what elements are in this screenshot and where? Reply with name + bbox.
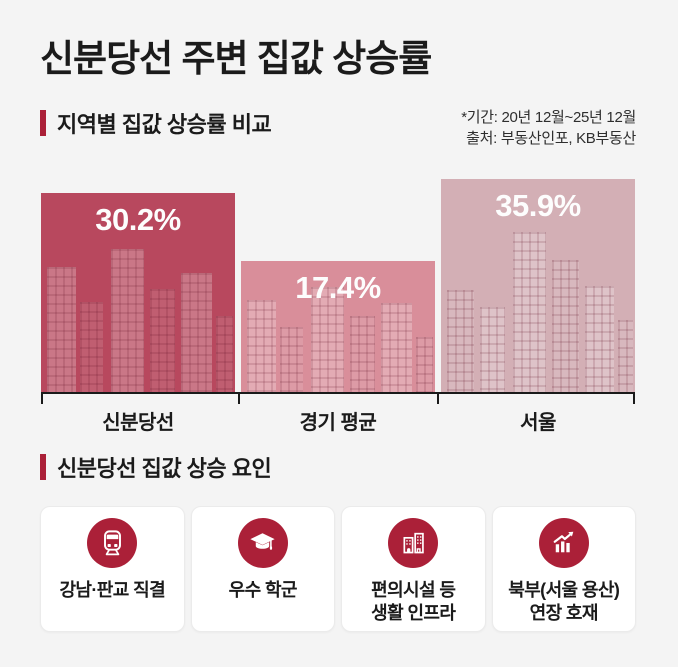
- axis-tick: [633, 392, 635, 404]
- building-silhouette: [415, 336, 434, 392]
- category-label-gyeonggi: 경기 평균: [299, 412, 377, 434]
- bar-seoul: 35.9%: [441, 179, 635, 392]
- category-label-seoul: 서울: [520, 412, 556, 434]
- train-icon: [87, 518, 138, 568]
- factors-section-header-row: 신분당선 집값 상승 요인: [40, 451, 636, 483]
- factor-card-extension: 북부(서울 용산) 연장 호재: [491, 506, 636, 632]
- section-accent-bar: [40, 454, 46, 480]
- source-line: 출처: 부동산인포, KB부동산: [466, 130, 636, 147]
- building-silhouette: [380, 302, 412, 392]
- axis-tick: [437, 392, 439, 404]
- axis-tick: [41, 392, 43, 404]
- bar-value-label: 17.4%: [295, 270, 381, 305]
- building-silhouette: [446, 289, 474, 392]
- page-title: 신분당선 주변 집값 상승률: [40, 38, 432, 79]
- cityscape-image: [41, 193, 235, 392]
- building-silhouette: [279, 326, 304, 392]
- building-silhouette: [246, 300, 276, 392]
- factor-label: 우수 학군: [228, 580, 298, 600]
- bar-value-label: 30.2%: [95, 202, 181, 237]
- bar-group: 30.2% 17.4%: [41, 170, 635, 392]
- building-silhouette: [310, 287, 344, 392]
- compare-section-header-row: 지역별 집값 상승률 비교 *기간: 20년 12월~25년 12월 출처: 부…: [40, 107, 636, 149]
- factor-cards: 강남·판교 직결 우수 학군: [40, 506, 636, 632]
- buildings-icon: [388, 518, 439, 568]
- building-silhouette: [46, 266, 76, 392]
- axis-tick: [238, 392, 240, 404]
- period-note: *기간: 20년 12월~25년 12월: [461, 109, 636, 126]
- bar-value-label: 35.9%: [495, 188, 581, 223]
- building-silhouette: [551, 259, 579, 392]
- cityscape-image: [241, 261, 435, 392]
- bar-sinbundang: 30.2%: [41, 193, 235, 392]
- building-silhouette: [149, 288, 175, 392]
- factors-section-title: 신분당선 집값 상승 요인: [57, 456, 272, 481]
- factor-card-school-district: 우수 학군: [190, 506, 335, 632]
- factors-section-header: 신분당선 집값 상승 요인: [40, 451, 272, 483]
- building-silhouette: [584, 285, 614, 392]
- graduation-cap-icon: [237, 518, 288, 568]
- factor-card-gangnam-pangyo: 강남·판교 직결: [40, 506, 185, 632]
- source-note: *기간: 20년 12월~25년 12월 출처: 부동산인포, KB부동산: [461, 107, 636, 149]
- section-accent-bar: [40, 110, 46, 136]
- cityscape-image: [441, 179, 635, 392]
- building-silhouette: [110, 248, 144, 392]
- building-silhouette: [479, 306, 506, 392]
- building-silhouette: [349, 316, 375, 392]
- building-silhouette: [79, 302, 104, 392]
- factor-label: 북부(서울 용산) 연장 호재: [508, 580, 620, 623]
- factor-label: 강남·판교 직결: [59, 580, 166, 600]
- compare-section-title: 지역별 집값 상승률 비교: [57, 112, 272, 137]
- building-silhouette: [512, 232, 546, 392]
- x-axis-line: [41, 392, 635, 404]
- region-price-bar-chart: 30.2% 17.4%: [41, 170, 635, 435]
- building-silhouette: [617, 319, 634, 392]
- compare-section-header: 지역별 집값 상승률 비교: [40, 107, 272, 139]
- trend-up-chart-icon: [538, 518, 589, 568]
- bar-gyeonggi-average: 17.4%: [241, 261, 435, 392]
- factor-card-infrastructure: 편의시설 등 생활 인프라: [341, 506, 486, 632]
- building-silhouette: [180, 272, 212, 392]
- factor-label: 편의시설 등 생활 인프라: [371, 580, 456, 623]
- building-silhouette: [215, 316, 234, 392]
- x-axis-labels: 신분당선 경기 평균 서울: [41, 406, 635, 435]
- category-label-sinbundang: 신분당선: [102, 412, 174, 434]
